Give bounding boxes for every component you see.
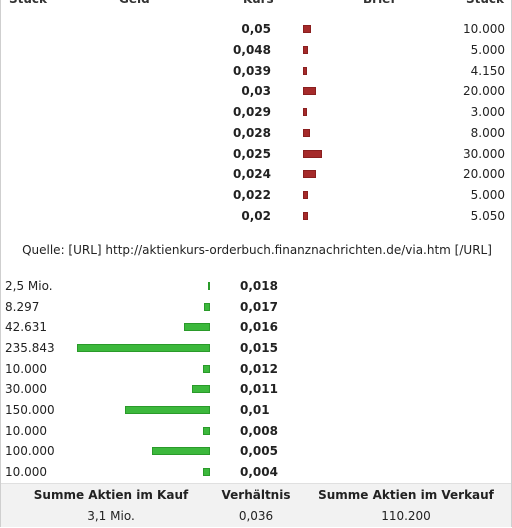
bid-bar <box>192 385 210 393</box>
header-brief: Brief <box>363 0 396 8</box>
ask-kurs: 0,029 <box>233 105 271 119</box>
bid-kurs: 0,01 <box>240 403 270 417</box>
bid-qty: 30.000 <box>5 382 47 396</box>
summary-footer: Summe Aktien im Kauf Verhältnis Summe Ak… <box>1 483 511 527</box>
bid-bar <box>204 303 210 311</box>
ask-bar <box>303 191 308 199</box>
ask-bar <box>303 150 322 158</box>
ask-kurs: 0,048 <box>233 43 271 57</box>
ask-qty: 3.000 <box>470 105 505 119</box>
ask-bar <box>303 108 307 116</box>
ask-kurs: 0,03 <box>241 84 271 98</box>
ask-kurs: 0,022 <box>233 188 271 202</box>
ask-kurs: 0,024 <box>233 167 271 181</box>
ask-qty: 4.150 <box>470 64 505 78</box>
ask-qty: 5.050 <box>470 209 505 223</box>
sum-buy-label: Summe Aktien im Kauf <box>33 488 189 502</box>
bid-kurs: 0,004 <box>240 465 278 479</box>
bid-qty: 42.631 <box>5 320 47 334</box>
bid-kurs: 0,018 <box>240 279 278 293</box>
bid-kurs: 0,015 <box>240 341 278 355</box>
bid-qty: 2,5 Mio. <box>5 279 53 293</box>
header-kurs: Kurs <box>243 0 274 8</box>
ask-qty: 5.000 <box>470 188 505 202</box>
ask-qty: 20.000 <box>463 167 505 181</box>
bid-qty: 235.843 <box>5 341 55 355</box>
bid-kurs: 0,011 <box>240 382 278 396</box>
bid-qty: 8.297 <box>5 300 40 314</box>
bid-bar <box>203 365 210 373</box>
bid-bar <box>203 468 210 476</box>
bid-bar <box>125 406 210 414</box>
bid-qty: 150.000 <box>5 403 55 417</box>
sum-buy-value: 3,1 Mio. <box>87 509 135 523</box>
bid-bar <box>184 323 210 331</box>
bid-bar <box>203 427 210 435</box>
ask-kurs: 0,025 <box>233 147 271 161</box>
sum-sell-label: Summe Aktien im Verkauf <box>318 488 494 502</box>
source-line: Quelle: [URL] http://aktienkurs-orderbuc… <box>22 243 492 257</box>
bid-bar <box>208 282 210 290</box>
ask-qty: 20.000 <box>463 84 505 98</box>
bid-bar <box>77 344 210 352</box>
ask-kurs: 0,02 <box>241 209 271 223</box>
bid-kurs: 0,008 <box>240 424 278 438</box>
bid-kurs: 0,016 <box>240 320 278 334</box>
bid-bar <box>152 447 210 455</box>
bid-qty: 10.000 <box>5 424 47 438</box>
ask-bar <box>303 46 308 54</box>
ask-kurs: 0,05 <box>241 22 271 36</box>
bid-qty: 10.000 <box>5 465 47 479</box>
ask-bar <box>303 212 308 220</box>
bid-kurs: 0,012 <box>240 362 278 376</box>
ratio-label: Verhältnis <box>221 488 291 502</box>
ask-qty: 30.000 <box>463 147 505 161</box>
bid-kurs: 0,017 <box>240 300 278 314</box>
ask-bar <box>303 129 310 137</box>
header-qty-ask: Stück <box>466 0 504 8</box>
bid-qty: 100.000 <box>5 444 55 458</box>
ask-qty: 5.000 <box>470 43 505 57</box>
ask-kurs: 0,039 <box>233 64 271 78</box>
ask-bar <box>303 87 316 95</box>
ask-bar <box>303 170 316 178</box>
ratio-value: 0,036 <box>238 509 274 523</box>
header-qty-bid: Stück <box>9 0 47 8</box>
sum-sell-value: 110.200 <box>381 509 431 523</box>
ask-bar <box>303 67 307 75</box>
bid-qty: 10.000 <box>5 362 47 376</box>
header-geld: Geld <box>119 0 150 8</box>
ask-bar <box>303 25 311 33</box>
bid-kurs: 0,005 <box>240 444 278 458</box>
ask-qty: 10.000 <box>463 22 505 36</box>
ask-qty: 8.000 <box>470 126 505 140</box>
ask-kurs: 0,028 <box>233 126 271 140</box>
